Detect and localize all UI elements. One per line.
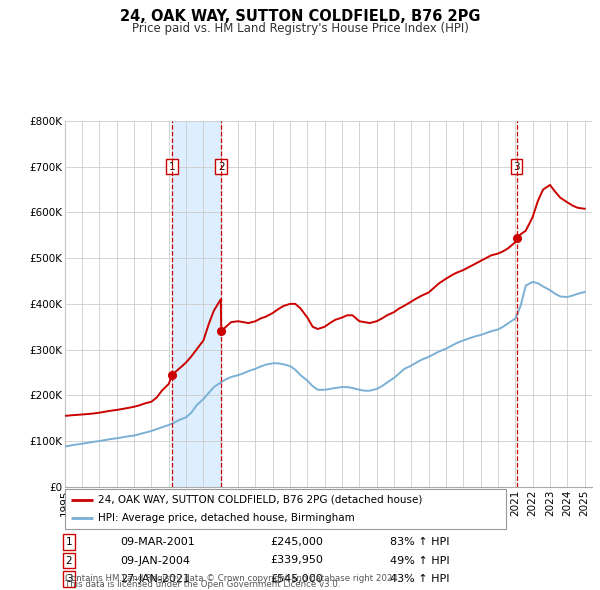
- Text: Price paid vs. HM Land Registry's House Price Index (HPI): Price paid vs. HM Land Registry's House …: [131, 22, 469, 35]
- Text: 3: 3: [65, 575, 73, 584]
- Text: 24, OAK WAY, SUTTON COLDFIELD, B76 2PG: 24, OAK WAY, SUTTON COLDFIELD, B76 2PG: [120, 9, 480, 24]
- Text: 2: 2: [218, 162, 224, 172]
- Text: 09-JAN-2004: 09-JAN-2004: [120, 556, 190, 565]
- Text: Contains HM Land Registry data © Crown copyright and database right 2024.: Contains HM Land Registry data © Crown c…: [65, 574, 400, 583]
- Text: HPI: Average price, detached house, Birmingham: HPI: Average price, detached house, Birm…: [98, 513, 355, 523]
- Text: This data is licensed under the Open Government Licence v3.0.: This data is licensed under the Open Gov…: [65, 581, 340, 589]
- Text: £339,950: £339,950: [270, 556, 323, 565]
- Text: 1: 1: [65, 537, 73, 546]
- Text: £245,000: £245,000: [270, 537, 323, 546]
- Text: £545,000: £545,000: [270, 575, 323, 584]
- Text: 27-JAN-2021: 27-JAN-2021: [120, 575, 190, 584]
- Bar: [172, 121, 221, 487]
- Text: 24, OAK WAY, SUTTON COLDFIELD, B76 2PG (detached house): 24, OAK WAY, SUTTON COLDFIELD, B76 2PG (…: [98, 495, 422, 505]
- Text: 49% ↑ HPI: 49% ↑ HPI: [390, 556, 449, 565]
- Text: 2: 2: [65, 556, 73, 565]
- Text: 1: 1: [169, 162, 175, 172]
- FancyBboxPatch shape: [65, 489, 506, 529]
- Text: 09-MAR-2001: 09-MAR-2001: [120, 537, 195, 546]
- Text: 43% ↑ HPI: 43% ↑ HPI: [390, 575, 449, 584]
- Text: 83% ↑ HPI: 83% ↑ HPI: [390, 537, 449, 546]
- Text: 3: 3: [513, 162, 520, 172]
